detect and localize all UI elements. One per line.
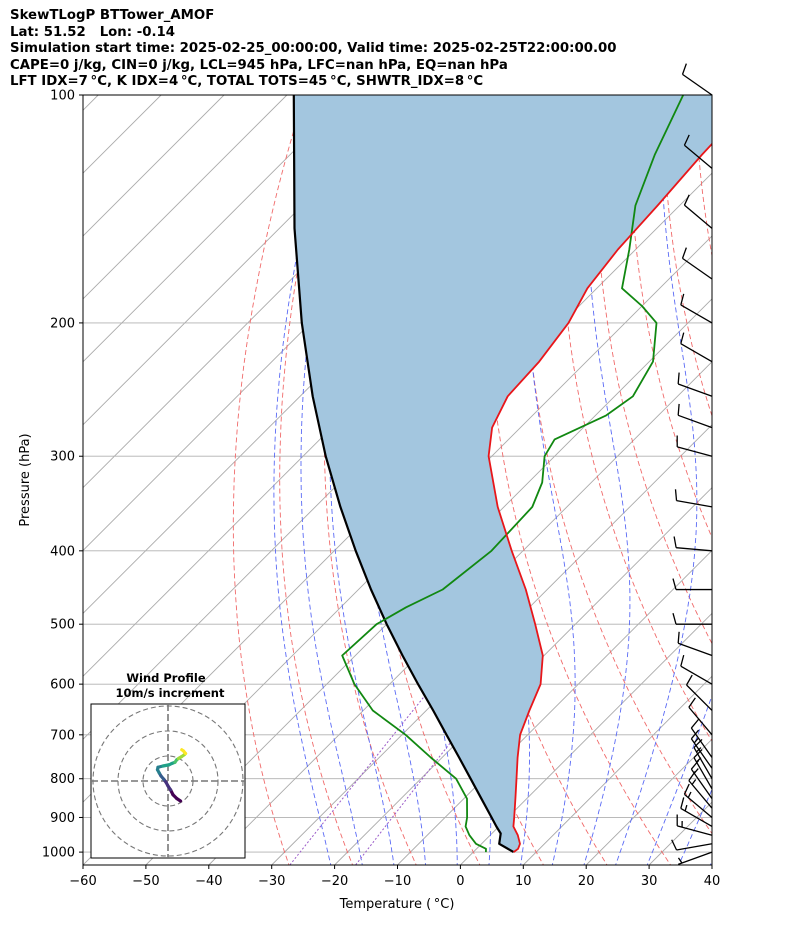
dry-adiabat — [662, 95, 712, 418]
hodograph-title: Wind Profile — [126, 671, 206, 685]
mixing-ratio-lines — [289, 683, 497, 865]
y-tick-label: 600 — [50, 678, 75, 693]
x-tick-label: −40 — [195, 874, 222, 889]
isotherm-line — [460, 612, 712, 865]
wind-barb — [676, 814, 713, 836]
x-tick-label: −10 — [384, 874, 411, 889]
x-tick-label: −30 — [258, 874, 285, 889]
cin-shaded-area — [293, 95, 712, 853]
moist-adiabat — [709, 860, 712, 865]
dry-adiabat — [279, 95, 354, 865]
parcel-profile-line — [292, 95, 515, 854]
dewpoint-line — [341, 95, 685, 853]
y-tick-label: 1000 — [42, 846, 75, 861]
x-tick-label: −20 — [321, 874, 348, 889]
isotherm-line — [775, 95, 794, 865]
dry-adiabat — [694, 95, 712, 258]
hodograph-inset: Wind Profile 10m/s increment — [90, 671, 246, 859]
y-tick-label: 900 — [50, 811, 75, 826]
isotherm-line — [83, 95, 288, 300]
dry-adiabat — [728, 95, 794, 868]
y-tick-label: 200 — [50, 316, 75, 331]
isotherm-line — [397, 549, 712, 865]
isotherm-line — [83, 95, 225, 237]
moist-adiabat — [646, 694, 712, 865]
y-tick-label: 700 — [50, 728, 75, 743]
y-axis: 1000 900 800 700 600 500 400 300 200 100 — [42, 89, 83, 861]
wind-barb — [676, 435, 713, 457]
wind-barb — [672, 578, 712, 591]
wind-barb — [688, 697, 713, 736]
wind-barb — [683, 783, 713, 818]
wind-barb — [680, 654, 713, 685]
wind-barb — [672, 613, 712, 625]
title-latlon: Lat: 51.52 Lon: -0.14 — [10, 24, 176, 40]
y-tick-label: 100 — [50, 89, 75, 104]
title-indices: LFT IDX=7 °C, K IDX=4 °C, TOTAL TOTS=45 … — [10, 74, 484, 89]
isotherm-line — [83, 95, 351, 363]
y-tick-label: 300 — [50, 450, 75, 465]
x-tick-label: 30 — [641, 874, 658, 889]
hodograph-subtitle: 10m/s increment — [116, 686, 225, 700]
wind-barb — [683, 134, 713, 169]
wind-barb — [681, 63, 713, 96]
wind-barb — [683, 194, 713, 229]
y-tick-label: 400 — [50, 544, 75, 559]
isotherm-line — [711, 864, 712, 865]
wind-barb — [690, 729, 713, 769]
wind-barb — [688, 770, 713, 809]
isotherm-line — [83, 95, 414, 426]
cape-cin-shading — [293, 95, 712, 853]
x-tick-label: 20 — [578, 874, 595, 889]
dry-adiabat — [232, 95, 305, 865]
mixing-ratio-line — [289, 683, 435, 865]
hodograph-trace-segment — [180, 748, 186, 753]
mixing-ratio-line — [354, 683, 497, 865]
title-times: Simulation start time: 2025-02-25_00:00:… — [10, 41, 617, 56]
moist-adiabat — [300, 95, 363, 865]
wind-barb — [674, 489, 713, 508]
isotherm-line — [208, 361, 712, 865]
profile-lines — [292, 95, 712, 854]
dry-adiabat — [761, 95, 794, 868]
wind-barb — [677, 372, 713, 397]
wind-barbs — [671, 63, 713, 866]
title-station: SkewTLogP BTTower_AMOF — [10, 8, 215, 23]
x-axis-label: Temperature ( °C) — [339, 897, 455, 912]
moist-adiabat — [273, 95, 337, 865]
temperature-line — [487, 142, 712, 853]
chart-title-block: SkewTLogP BTTower_AMOF Lat: 51.52 Lon: -… — [10, 8, 617, 91]
isotherm-line — [145, 298, 712, 865]
title-cape-cin: CAPE=0 j/kg, CIN=0 j/kg, LCL=945 hPa, LF… — [10, 57, 508, 73]
wind-barb — [680, 797, 713, 828]
y-tick-label: 500 — [50, 618, 75, 633]
y-tick-label: 800 — [50, 772, 75, 787]
wind-barb — [681, 247, 713, 280]
x-tick-label: 10 — [515, 874, 532, 889]
x-tick-label: 40 — [704, 874, 721, 889]
isotherm-line — [522, 675, 712, 865]
y-axis-label: Pressure (hPa) — [18, 433, 33, 526]
moist-adiabat — [615, 95, 698, 865]
wind-barb — [677, 851, 713, 866]
isotherm-line — [271, 424, 712, 865]
x-tick-label: −50 — [132, 874, 159, 889]
x-tick-label: 0 — [456, 874, 464, 889]
x-axis: −60 −50 −40 −30 −20 −10 0 10 20 30 40 — [69, 865, 720, 889]
wind-barb — [680, 293, 713, 324]
wind-barb — [690, 759, 713, 800]
wind-barb — [680, 332, 713, 363]
wind-barb — [685, 674, 713, 711]
wind-barb — [690, 718, 713, 758]
x-tick-label: −60 — [69, 874, 96, 889]
wind-barb — [671, 839, 713, 851]
moist-adiabat — [583, 95, 631, 865]
wind-barb — [677, 631, 713, 657]
moist-adiabat — [525, 95, 576, 865]
moist-adiabat — [678, 788, 712, 865]
isotherm-line — [648, 801, 712, 865]
wind-barb — [677, 403, 713, 429]
wind-barb — [673, 536, 713, 552]
